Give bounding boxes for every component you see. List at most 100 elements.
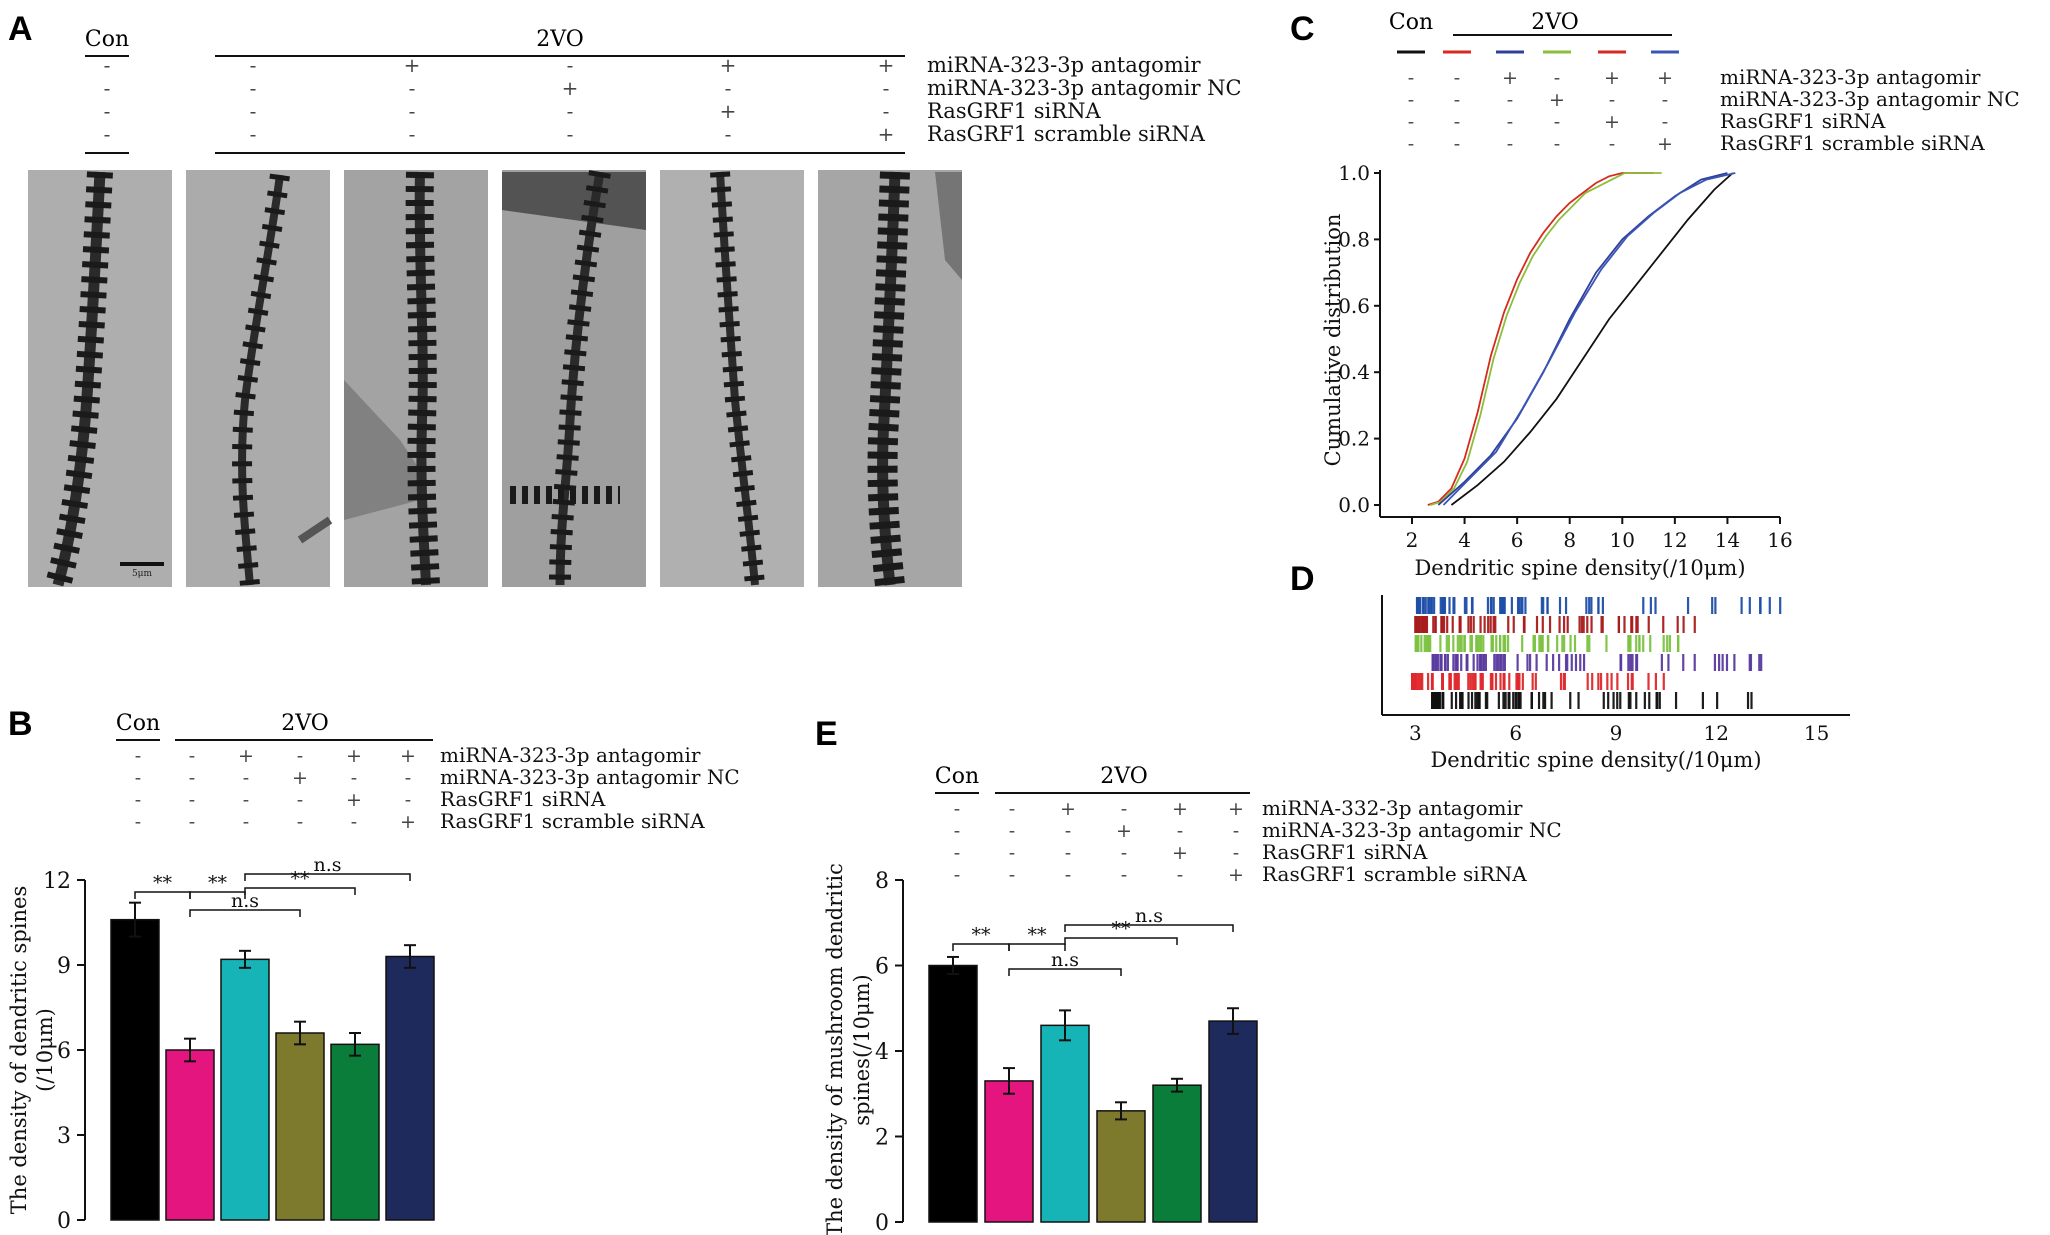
significance-label: **	[1028, 924, 1048, 946]
treatment-sign: -	[1408, 133, 1414, 155]
treatment-sign: -	[1121, 864, 1127, 886]
significance-label: **	[291, 868, 311, 890]
treatment-sign: +	[1228, 798, 1244, 820]
treatment-sign: +	[292, 767, 308, 789]
treatment-sign: -	[243, 811, 249, 833]
bar	[385, 955, 435, 1221]
treatment-sign: -	[1009, 820, 1015, 842]
y-tick-label: 4	[875, 1040, 889, 1065]
treatment-sign: -	[250, 122, 257, 146]
significance-bracket	[1064, 937, 1178, 945]
treatment-sign: +	[1116, 820, 1132, 842]
treatment-sign: +	[404, 53, 421, 77]
treatment-sign: -	[725, 76, 732, 100]
scale-bar	[120, 562, 164, 566]
treatment-sign: -	[1408, 67, 1414, 89]
treatment-sign: -	[567, 99, 574, 123]
treatment-sign: -	[725, 122, 732, 146]
treatment-sign: -	[567, 122, 574, 146]
bar	[1040, 1024, 1090, 1223]
treatment-sign: +	[1657, 67, 1673, 89]
x-tick-label: 6	[1509, 721, 1522, 745]
treatment-label: RasGRF1 scramble siRNA	[1720, 131, 1985, 155]
bar	[220, 958, 270, 1221]
treatment-sign: -	[1662, 111, 1668, 133]
treatment-sign: -	[1454, 111, 1460, 133]
treatment-sign: -	[1408, 111, 1414, 133]
treatment-sign: +	[1060, 798, 1076, 820]
scale-bar-label: 5μm	[132, 569, 153, 579]
y-axis-label-unit: (/10μm)	[33, 1008, 57, 1092]
y-axis-label: The density of mushroom dendritic	[823, 863, 847, 1235]
treatment-label: miRNA-323-3p antagomir NC	[440, 765, 740, 789]
y-tick-label: 2	[875, 1126, 889, 1151]
treatment-sign: +	[1172, 842, 1188, 864]
treatment-sign: -	[135, 811, 141, 833]
header-2vo-b: 2VO	[281, 711, 329, 736]
treatment-label: miRNA-332-3p antagomir	[1262, 796, 1523, 820]
panel-e: E Con 2VO - - + - + + miRNA-332-3p antagomir- -…	[815, 715, 1562, 1235]
treatment-sign: -	[1065, 864, 1071, 886]
treatment-sign: +	[720, 53, 737, 77]
treatment-sign: -	[1454, 133, 1460, 155]
treatment-sign: -	[1454, 89, 1460, 111]
treatment-sign: -	[1177, 864, 1183, 886]
x-tick-label: 12	[1704, 721, 1729, 745]
treatment-sign: -	[351, 767, 357, 789]
micrograph-antagomir-nc	[502, 170, 646, 587]
cumulative-chart: 0.0 0.2 0.4 0.6 0.8 1.0 2 4 6 8 10 12 14 16 Dendritic …	[1321, 161, 1793, 580]
treatment-sign: -	[405, 767, 411, 789]
treatment-sign: -	[243, 767, 249, 789]
significance-bracket	[244, 873, 411, 881]
treatment-label: RasGRF1 scramble siRNA	[927, 122, 1206, 146]
header-con-b: Con	[116, 711, 160, 736]
y-tick-label: 8	[875, 869, 889, 894]
treatment-label: RasGRF1 scramble siRNA	[440, 809, 705, 833]
treatment-table-c: - - + - + + miRNA-323-3p antagomir- - - + - - miRNA-…	[1408, 65, 2020, 155]
y-tick-label: 6	[57, 1039, 71, 1064]
significance-label: **	[972, 924, 992, 946]
treatment-sign: -	[1009, 842, 1015, 864]
treatment-sign: -	[1177, 820, 1183, 842]
treatment-sign: -	[1009, 798, 1015, 820]
treatment-sign: -	[1609, 133, 1615, 155]
panel-letter-d: D	[1290, 560, 1315, 598]
x-tick-label: 2	[1406, 528, 1419, 552]
treatment-label: miRNA-323-3p antagomir	[440, 743, 701, 767]
treatment-label: miRNA-323-3p antagomir NC	[1262, 818, 1562, 842]
y-axis-label-unit: spines(/10μm)	[850, 974, 874, 1125]
treatment-label: RasGRF1 siRNA	[1262, 840, 1428, 864]
header-2vo-c: 2VO	[1531, 10, 1579, 35]
treatment-label: RasGRF1 scramble siRNA	[1262, 862, 1527, 886]
treatment-sign: +	[720, 99, 737, 123]
raster-chart: 3 6 9 12 15 Dendritic spine density(/10μm)	[1381, 595, 1850, 772]
treatment-sign: -	[405, 789, 411, 811]
treatment-sign: +	[1657, 133, 1673, 155]
panel-letter-c: C	[1290, 10, 1315, 48]
treatment-sign: -	[567, 53, 574, 77]
treatment-sign: -	[1233, 842, 1239, 864]
treatment-sign: -	[189, 811, 195, 833]
treatment-sign: -	[883, 76, 890, 100]
x-tick-label: 4	[1458, 528, 1471, 552]
treatment-label: miRNA-323-3p antagomir	[1720, 65, 1981, 89]
significance-bracket	[189, 891, 246, 899]
y-axis-label: Cumulative distribution	[1321, 214, 1345, 467]
treatment-sign: +	[346, 745, 362, 767]
x-tick-label: 6	[1511, 528, 1524, 552]
y-tick-label: 0.6	[1338, 294, 1370, 318]
significance-bracket	[1008, 943, 1066, 951]
significance-label: n.s	[313, 854, 341, 876]
treatment-sign: -	[135, 745, 141, 767]
treatment-sign: -	[104, 99, 111, 123]
treatment-sign: -	[189, 789, 195, 811]
treatment-sign: +	[238, 745, 254, 767]
significance-label: **	[153, 872, 173, 894]
x-axis-label: Dendritic spine density(/10μm)	[1430, 748, 1761, 772]
treatment-sign: +	[1172, 798, 1188, 820]
treatment-sign: -	[135, 767, 141, 789]
x-tick-label: 3	[1409, 721, 1422, 745]
treatment-sign: -	[409, 76, 416, 100]
cdf-line	[1437, 172, 1728, 506]
